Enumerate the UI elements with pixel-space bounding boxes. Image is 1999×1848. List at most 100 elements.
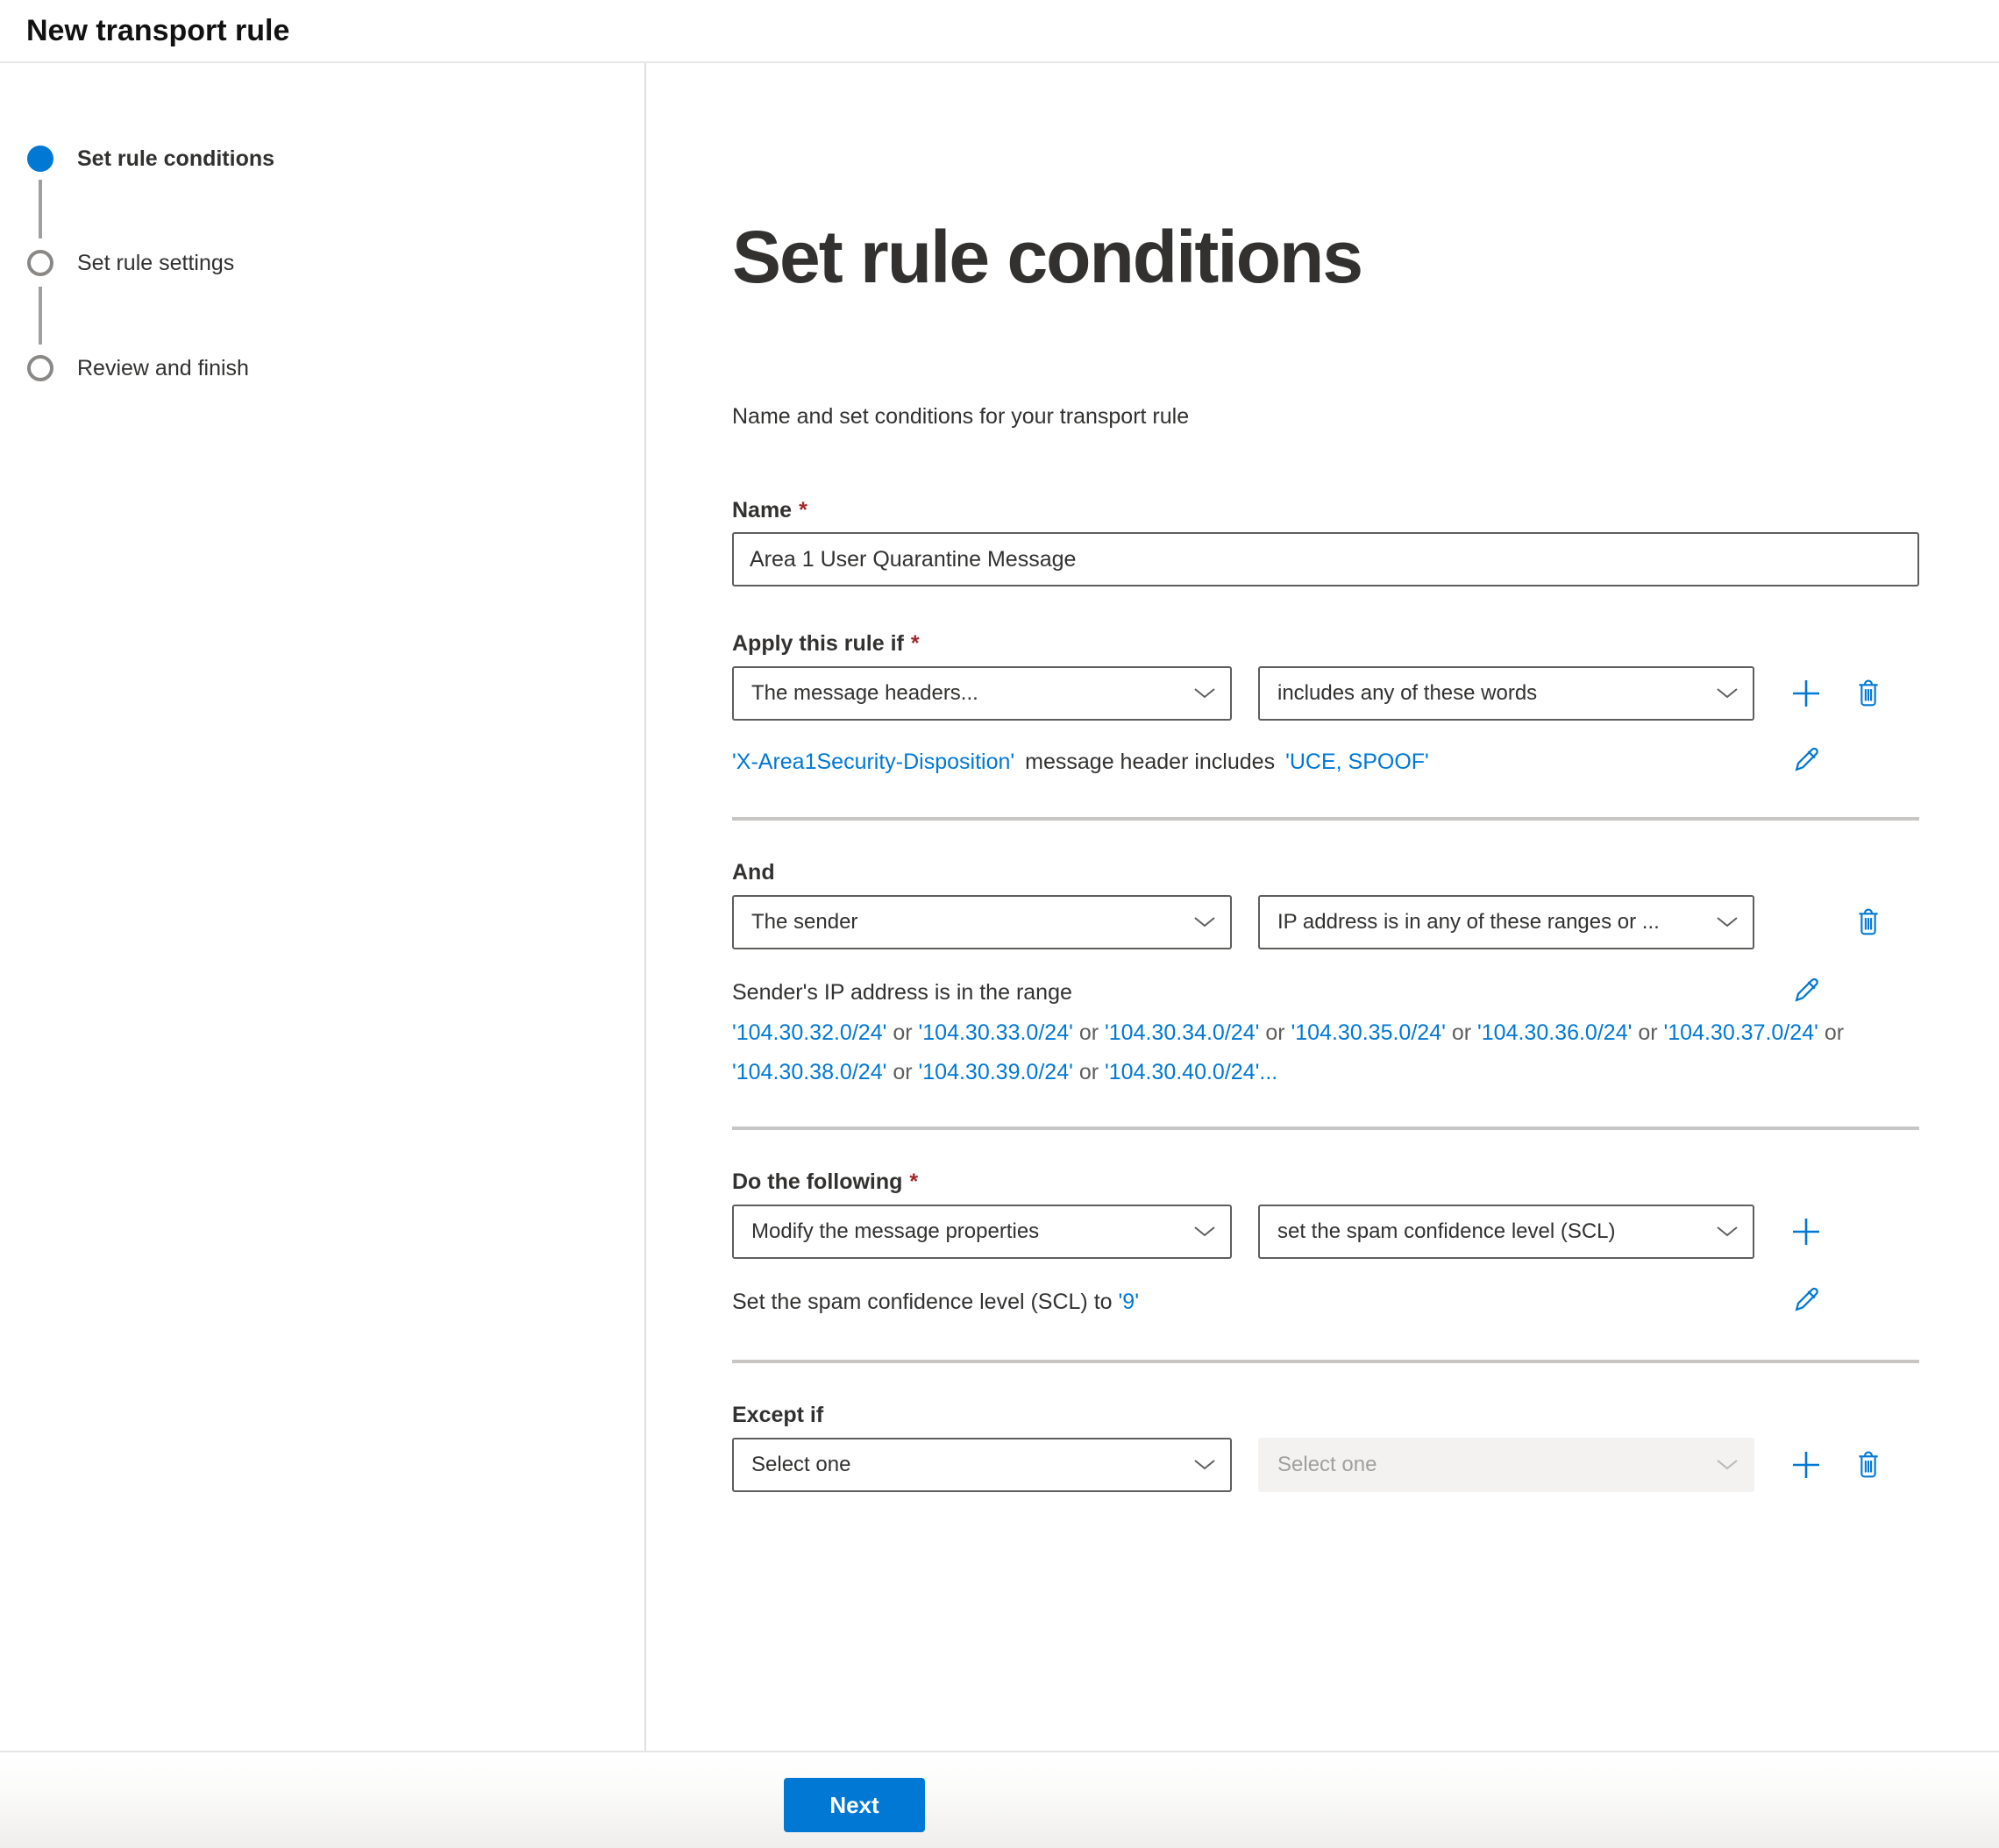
section-divider [732,1127,1919,1130]
summary-text: Set the spam confidence level (SCL) to [732,1290,1113,1314]
plus-icon [1793,1452,1819,1478]
dropdown-value: IP address is in any of these ranges or … [1277,910,1660,934]
name-label: Name * [732,498,807,522]
apply-condition-dropdown[interactable]: The message headers... [732,666,1232,721]
step-idle-dot [27,355,53,381]
step-label: Set rule settings [77,250,235,275]
apply-rule-row: The message headers... includes any of t… [732,665,1919,721]
edit-action-button[interactable] [1787,1281,1825,1319]
summary-text: message header includes [1025,750,1276,774]
page-title: New transport rule [26,13,290,47]
and-condition-row: The sender IP address is in any of these… [732,894,1919,950]
step-label: Review and finish [77,355,249,380]
and-label: And [732,860,775,885]
header-words-link[interactable]: 'UCE, SPOOF' [1285,750,1429,774]
ip-range-link[interactable]: '104.30.37.0/24' [1663,1020,1818,1045]
required-asterisk: * [799,498,807,522]
ip-range-separator: or [1072,1060,1105,1084]
ip-range-separator: or [886,1020,919,1045]
ip-range-link[interactable]: '104.30.39.0/24' [918,1060,1073,1084]
action-detail-dropdown[interactable]: set the spam confidence level (SCL) [1258,1205,1754,1259]
chevron-down-icon [1194,688,1215,699]
ip-range-link[interactable]: '104.30.40.0/24'... [1105,1060,1278,1084]
dropdown-value: Select one [1277,1453,1377,1476]
wizard-footer: Next [0,1751,1999,1848]
delete-condition-button[interactable] [1849,674,1888,713]
dropdown-value: The message headers... [751,681,978,705]
summary-intro: Sender's IP address is in the range [732,980,1072,1005]
trash-icon [1859,679,1878,707]
action-row: Modify the message properties set the sp… [732,1204,1919,1260]
ip-range-link[interactable]: '104.30.38.0/24' [732,1060,887,1084]
stepper-connector [39,287,42,345]
chevron-down-icon [1717,917,1738,928]
ip-range-link[interactable]: '104.30.36.0/24' [1477,1020,1633,1045]
plus-icon [1793,680,1819,707]
page-subtitle: Name and set conditions for your transpo… [732,404,1190,429]
apply-operator-dropdown[interactable]: includes any of these words [1258,666,1754,721]
ip-range-separator: or [886,1060,919,1084]
ip-range-link[interactable]: '104.30.34.0/24' [1105,1020,1260,1045]
dropdown-value: The sender [751,910,858,934]
chevron-down-icon [1194,917,1215,928]
wizard-main-panel: Set rule conditions Name and set conditi… [646,63,1999,1751]
chevron-down-icon [1194,1460,1215,1470]
section-divider [732,1360,1919,1363]
next-button[interactable]: Next [784,1778,925,1832]
exception-condition-dropdown[interactable]: Select one [732,1438,1232,1492]
action-dropdown[interactable]: Modify the message properties [732,1205,1232,1259]
dropdown-value: includes any of these words [1277,681,1538,705]
dropdown-value: Modify the message properties [751,1219,1040,1243]
exception-row: Select one Select one [732,1437,1919,1493]
and-condition-dropdown[interactable]: The sender [732,895,1232,949]
except-if-label: Except if [732,1403,824,1427]
edit-condition-button[interactable] [1787,741,1825,779]
chevron-down-icon [1717,1460,1738,1470]
trash-icon [1859,1451,1878,1478]
pencil-icon [1795,1287,1818,1311]
step-idle-dot [27,250,53,276]
exception-operator-dropdown: Select one [1258,1438,1754,1492]
ip-range-separator: or [1632,1020,1664,1045]
stepper-connector [39,180,42,238]
delete-exception-button[interactable] [1849,1446,1888,1484]
ip-range-link[interactable]: '104.30.32.0/24' [732,1020,887,1045]
stepper-step-set-rule-conditions[interactable]: Set rule conditions [27,146,274,172]
ip-range-link[interactable]: '104.30.35.0/24' [1291,1020,1446,1045]
ip-range-list: '104.30.32.0/24' or '104.30.33.0/24' or … [732,1013,1919,1092]
ip-range-link[interactable]: '104.30.33.0/24' [918,1020,1073,1045]
stepper-step-review-and-finish[interactable]: Review and finish [27,355,249,381]
apply-rule-label: Apply this rule if * [732,631,920,656]
add-exception-button[interactable] [1787,1446,1825,1484]
window-titlebar: New transport rule [0,0,1999,63]
plus-icon [1793,1219,1819,1245]
edit-and-condition-button[interactable] [1787,971,1825,1010]
required-asterisk: * [910,631,920,656]
trash-icon [1859,908,1878,935]
and-operator-dropdown[interactable]: IP address is in any of these ranges or … [1258,895,1754,949]
add-action-button[interactable] [1787,1212,1825,1251]
message-header-link[interactable]: 'X-Area1Security-Disposition' [732,750,1015,774]
stepper-step-set-rule-settings[interactable]: Set rule settings [27,250,234,276]
required-asterisk: * [909,1169,919,1194]
action-summary: Set the spam confidence level (SCL) to '… [732,1286,1919,1318]
step-label: Set rule conditions [77,146,275,171]
ip-range-separator: or [1818,1020,1845,1045]
wizard-body: Set rule conditions Set rule settings Re… [0,63,1999,1751]
page-heading: Set rule conditions [732,216,1363,298]
dropdown-value: Select one [751,1453,851,1476]
ip-range-separator: or [1445,1020,1477,1045]
add-condition-button[interactable] [1787,674,1825,713]
wizard-stepper: Set rule conditions Set rule settings Re… [0,63,646,1751]
and-condition-summary: Sender's IP address is in the range [732,977,1919,1008]
scl-value-link[interactable]: '9' [1118,1290,1139,1314]
step-active-dot [27,146,53,172]
rule-name-input[interactable] [732,532,1919,586]
pencil-icon [1795,977,1818,1002]
chevron-down-icon [1717,1226,1738,1237]
do-following-label: Do the following * [732,1169,919,1194]
apply-condition-summary: 'X-Area1Security-Disposition' message hea… [732,746,1919,778]
ip-range-separator: or [1072,1020,1105,1045]
delete-and-condition-button[interactable] [1849,903,1888,942]
section-divider [732,817,1919,821]
